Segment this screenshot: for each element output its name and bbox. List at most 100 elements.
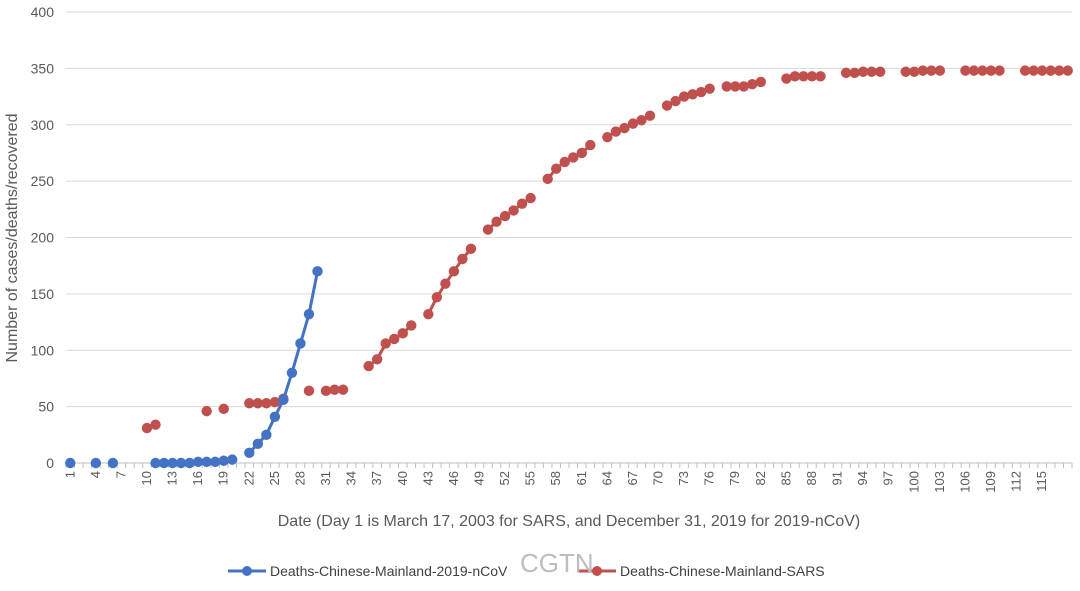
data-point-sars (397, 328, 408, 339)
data-point-sars (610, 126, 622, 137)
y-tick-label: 400 (31, 4, 55, 20)
x-tick-label: 46 (446, 471, 461, 485)
data-point-ncov (175, 457, 187, 469)
data-point-ncov (312, 266, 323, 277)
data-point-sars (269, 396, 281, 408)
data-point-sars (926, 65, 937, 76)
data-point-sars (508, 205, 519, 216)
data-point-sars (866, 66, 877, 77)
x-tick-label: 106 (957, 471, 972, 493)
y-tick-label: 250 (31, 173, 55, 189)
data-point-sars (551, 163, 562, 174)
data-point-sars (857, 66, 869, 77)
data-point-sars (542, 173, 553, 185)
data-point-ncov (261, 429, 272, 441)
series-layer (65, 65, 1073, 469)
data-point-sars (695, 86, 707, 98)
x-tick-label: 109 (983, 471, 998, 493)
x-tick-label: 97 (881, 471, 896, 485)
data-point-sars (261, 398, 272, 409)
data-point-ncov (90, 457, 102, 469)
legend-label-sars: Deaths-Chinese-Mainland-SARS (620, 563, 825, 579)
x-tick-label: 28 (292, 471, 307, 485)
data-point-sars (678, 91, 690, 102)
data-point-sars (840, 67, 852, 79)
x-tick-label: 112 (1009, 471, 1024, 492)
labels: Number of cases/deaths/recovered Date (D… (4, 113, 860, 530)
data-point-ncov (158, 457, 170, 469)
x-tick-label: 52 (497, 471, 512, 485)
data-point-sars (704, 83, 715, 94)
data-point-sars (252, 398, 264, 409)
x-tick-label: 10 (139, 471, 154, 485)
x-tick-label: 64 (599, 471, 614, 485)
data-point-sars (244, 398, 255, 409)
data-point-ncov (107, 457, 119, 469)
x-tick-label: 94 (855, 471, 870, 485)
data-point-sars (568, 152, 579, 163)
y-tick-label: 350 (31, 60, 55, 76)
data-point-ncov (192, 456, 204, 468)
data-point-sars (1036, 65, 1048, 76)
data-point-sars (303, 385, 315, 397)
data-point-sars (329, 384, 340, 395)
y-tick-label: 100 (31, 342, 55, 358)
data-point-sars (960, 65, 971, 76)
x-tick-label: 61 (574, 471, 589, 485)
data-point-sars (806, 71, 818, 82)
data-point-ncov (167, 457, 178, 469)
data-point-sars (516, 198, 528, 209)
data-point-sars (1062, 65, 1073, 76)
x-tick-label: 79 (727, 471, 742, 485)
data-point-sars (747, 78, 758, 90)
data-point-sars (380, 338, 391, 349)
data-point-sars (789, 71, 801, 82)
data-point-ncov (184, 457, 195, 469)
data-point-sars (636, 115, 647, 126)
data-point-ncov (286, 367, 298, 378)
data-point-ncov (218, 455, 229, 466)
x-tick-label: 58 (548, 471, 563, 485)
x-tick-label: 73 (676, 471, 691, 485)
y-axis-title: Number of cases/deaths/recovered (4, 113, 21, 362)
x-tick-label: 7 (113, 471, 128, 478)
data-point-sars (994, 65, 1005, 76)
y-tick-label: 150 (31, 286, 55, 302)
x-tick-label: 76 (702, 471, 717, 485)
data-point-sars (644, 110, 656, 121)
data-point-sars (730, 81, 741, 92)
data-point-sars (201, 405, 212, 417)
x-tick-label: 100 (906, 471, 921, 493)
data-point-sars (440, 278, 451, 289)
data-point-sars (363, 360, 374, 372)
data-point-sars (798, 71, 809, 82)
data-point-sars (781, 73, 792, 84)
data-point-sars (320, 385, 332, 397)
x-tick-label: 37 (369, 471, 384, 485)
x-tick-label: 4 (88, 471, 103, 478)
data-point-sars (150, 419, 161, 430)
x-axis-title: Date (Day 1 is March 17, 2003 for SARS, … (278, 513, 861, 530)
legend-swatch-marker-sars (592, 566, 602, 576)
data-point-sars (619, 122, 630, 134)
data-point-ncov (201, 456, 212, 468)
data-point-sars (1045, 65, 1056, 76)
data-point-sars (585, 139, 596, 151)
data-point-sars (465, 243, 477, 254)
x-tick-label: 115 (1034, 471, 1049, 492)
data-point-sars (1028, 65, 1039, 76)
data-point-ncov (295, 338, 306, 349)
data-point-sars (457, 253, 468, 265)
y-tick-label: 300 (31, 117, 55, 133)
data-point-sars (985, 65, 997, 76)
data-point-sars (687, 89, 698, 100)
data-point-sars (874, 66, 886, 77)
x-tick-label: 19 (216, 471, 231, 485)
x-tick-label: 13 (165, 471, 180, 485)
data-point-sars (406, 320, 417, 331)
axes: 0 50 100 150 200 250 300 350 400 1 4 7 10 13 16 19 22 25 2… (31, 4, 1073, 493)
x-tick-label: 88 (804, 471, 819, 485)
data-point-sars (815, 71, 826, 82)
data-point-sars (1054, 65, 1065, 76)
